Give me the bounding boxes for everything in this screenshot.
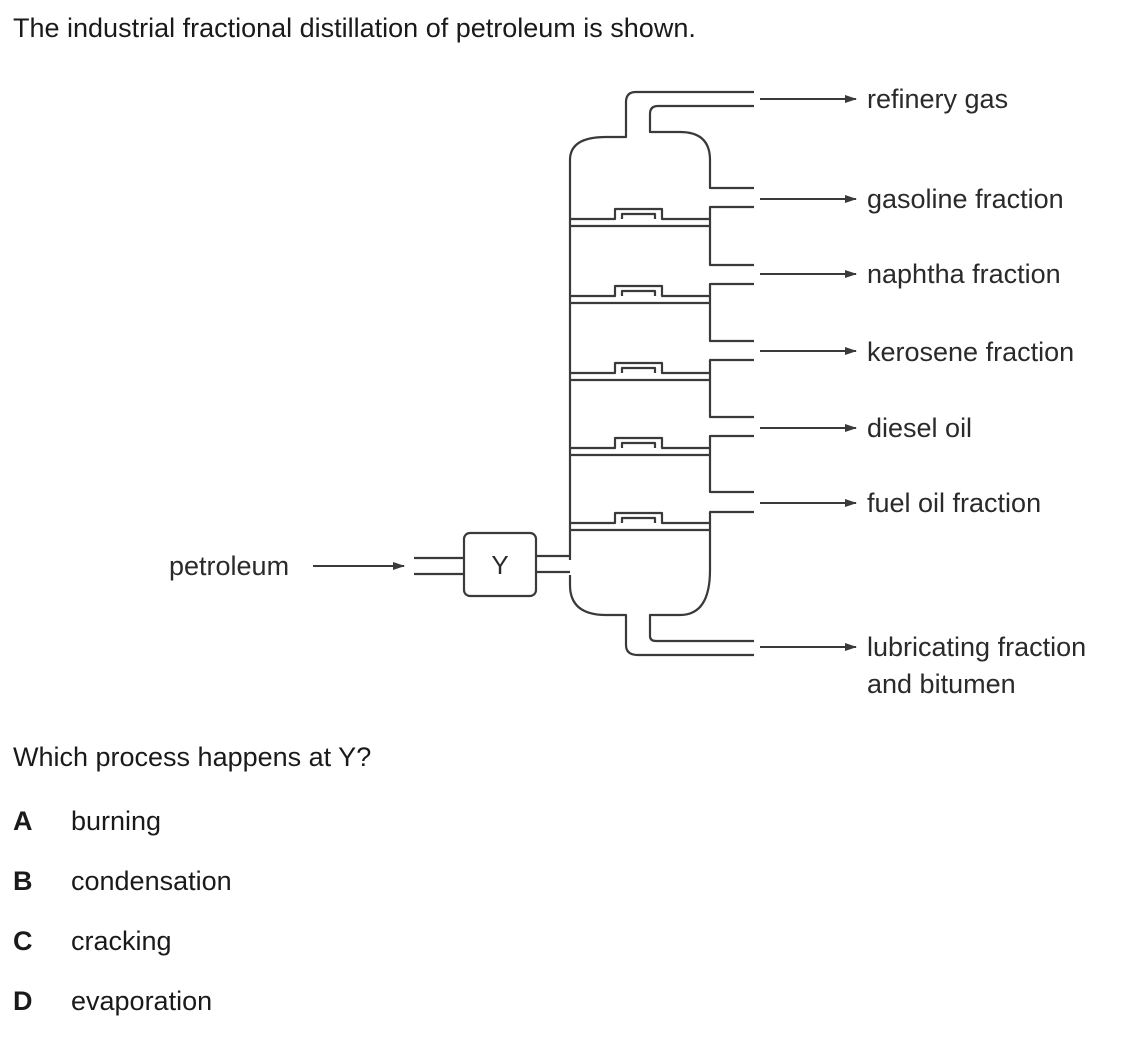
fraction-label: kerosene fraction (867, 337, 1074, 367)
tray-5 (570, 511, 710, 532)
question-text: Which process happens at Y? (13, 742, 372, 772)
column-top-inner (648, 104, 754, 190)
fractionating-column (536, 90, 754, 657)
process-box-y: Y (462, 531, 538, 598)
feed-pipe (414, 556, 464, 576)
tray-3 (570, 361, 710, 382)
fraction-lubricating-bitumen: lubricating fraction and bitumen (760, 632, 1086, 699)
fraction-label-line-1: lubricating fraction (867, 632, 1086, 662)
tray-1 (570, 207, 710, 228)
petroleum-label: petroleum (169, 551, 289, 581)
fraction-diesel: diesel oil (760, 413, 972, 443)
column-top-outline (568, 90, 754, 560)
option-letter: D (13, 985, 33, 1016)
intro-text: The industrial fractional distillation o… (13, 13, 696, 43)
fraction-kerosene: kerosene fraction (760, 337, 1074, 367)
answer-options: A burning B condensation C cracking D ev… (13, 803, 232, 1043)
fraction-naphtha: naphtha fraction (760, 259, 1061, 289)
option-text: condensation (71, 865, 232, 896)
option-text: burning (71, 805, 162, 836)
column-trays (570, 207, 710, 532)
option-c[interactable]: C cracking (13, 923, 232, 959)
option-d[interactable]: D evaporation (13, 983, 232, 1019)
fraction-label: naphtha fraction (867, 259, 1061, 289)
fraction-label: diesel oil (867, 413, 972, 443)
fraction-label-line-2: and bitumen (867, 669, 1016, 699)
fraction-label: fuel oil fraction (867, 488, 1041, 518)
fraction-label: gasoline fraction (867, 184, 1064, 214)
fraction-refinery-gas: refinery gas (760, 84, 1008, 114)
output-fractions: refinery gas gasoline fraction naphtha f… (760, 84, 1086, 699)
fraction-fuel-oil: fuel oil fraction (760, 488, 1041, 518)
option-letter: B (13, 865, 33, 896)
tray-4 (570, 436, 710, 457)
option-letter: C (13, 925, 33, 956)
option-b[interactable]: B condensation (13, 863, 232, 899)
box-y-label: Y (491, 550, 508, 580)
feed-line: petroleum (169, 551, 464, 581)
fraction-gasoline: gasoline fraction (760, 184, 1064, 214)
option-a[interactable]: A burning (13, 803, 232, 839)
distillation-diagram: petroleum Y refinery gas gasoline fracti… (169, 84, 1086, 699)
option-text: evaporation (71, 985, 213, 1016)
tray-2 (570, 284, 710, 305)
fraction-label: refinery gas (867, 84, 1008, 114)
option-letter: A (13, 805, 33, 836)
option-text: cracking (71, 925, 172, 956)
